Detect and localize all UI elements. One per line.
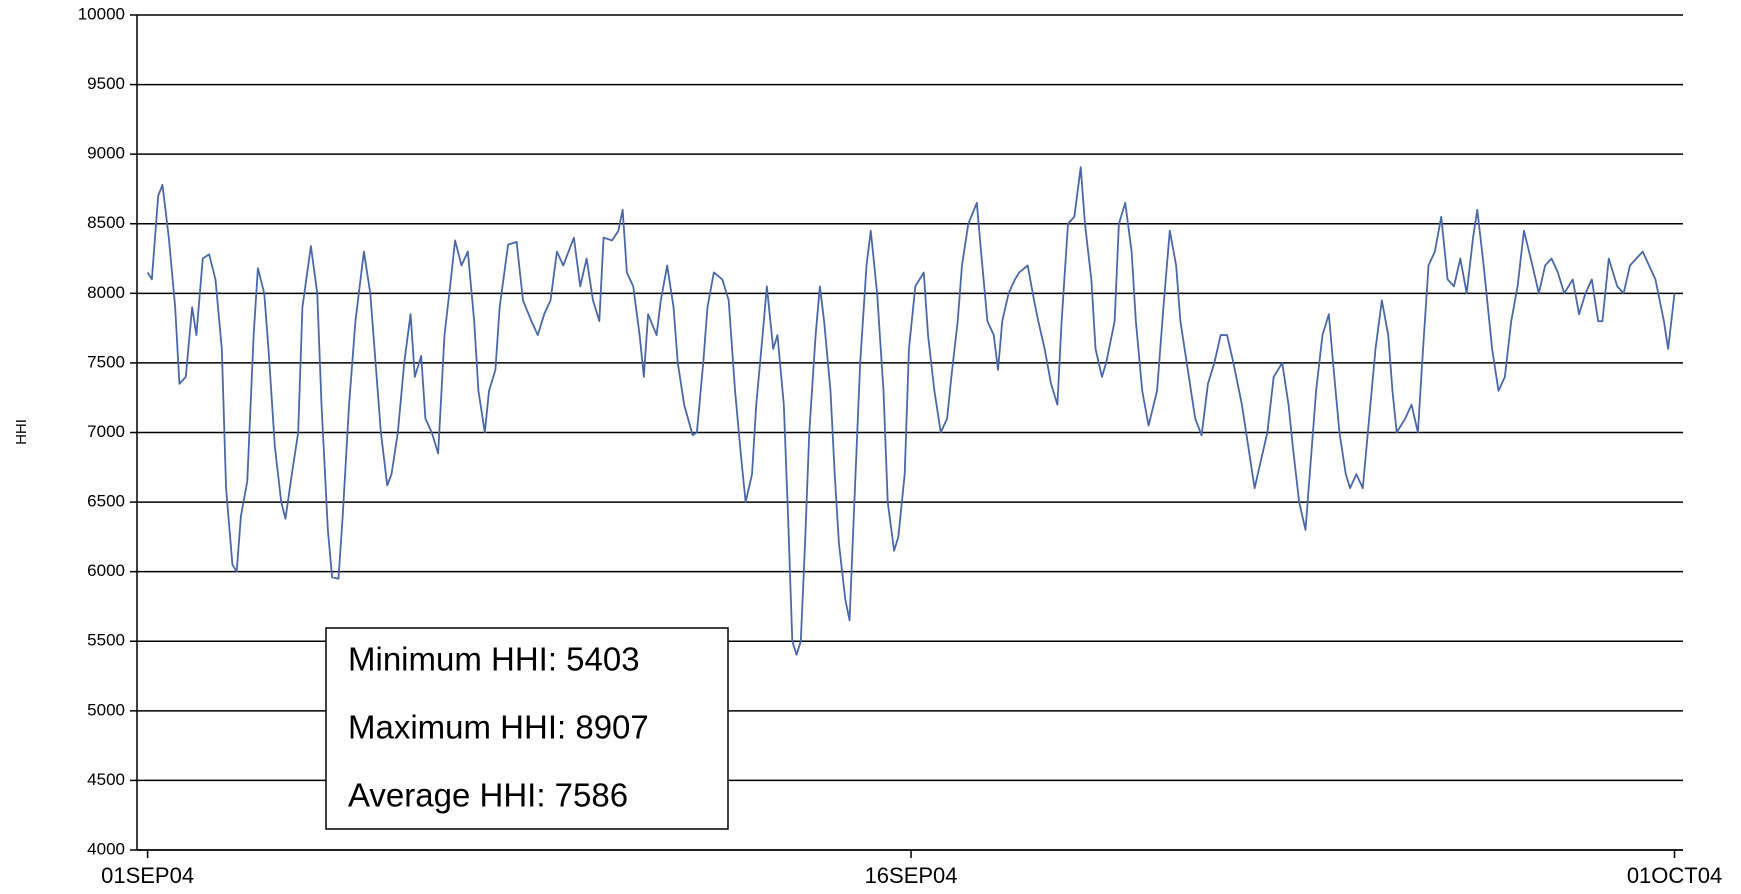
y-tick-label: 4000 <box>87 839 125 858</box>
y-tick-label: 6000 <box>87 561 125 580</box>
y-tick-label: 6500 <box>87 492 125 511</box>
y-tick-label: 8500 <box>87 213 125 232</box>
y-axis-label: HHI <box>13 419 30 445</box>
y-tick-label: 9500 <box>87 74 125 93</box>
y-tick-label: 5000 <box>87 700 125 719</box>
y-tick-label: 9000 <box>87 144 125 163</box>
annotation: Average HHI: 7586 <box>348 777 628 814</box>
y-tick-label: 10000 <box>78 4 125 23</box>
annotation: Maximum HHI: 8907 <box>348 709 649 746</box>
y-tick-label: 7500 <box>87 352 125 371</box>
y-tick-label: 7000 <box>87 422 125 441</box>
y-tick-label: 4500 <box>87 770 125 789</box>
x-tick-label: 01OCT04 <box>1627 863 1722 888</box>
annotation-box <box>325 627 729 830</box>
x-tick-label: 16SEP04 <box>865 863 958 888</box>
annotation: Minimum HHI: 5403 <box>348 641 640 678</box>
y-tick-label: 5500 <box>87 631 125 650</box>
y-tick-label: 8000 <box>87 283 125 302</box>
x-tick-label: 01SEP04 <box>101 863 194 888</box>
data-line <box>146 166 1676 656</box>
